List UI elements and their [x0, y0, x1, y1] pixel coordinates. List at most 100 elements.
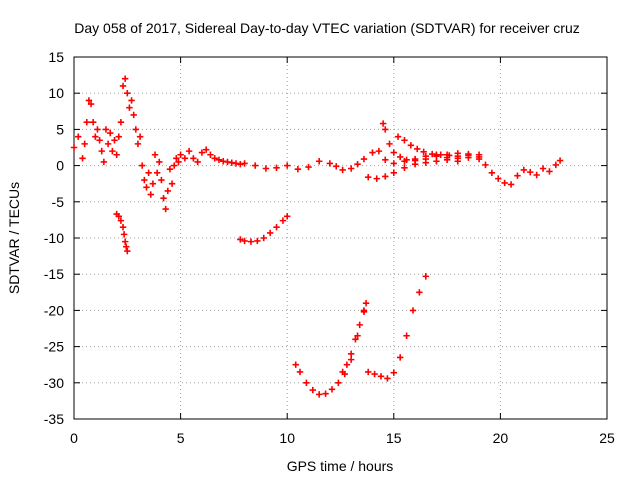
data-point — [85, 97, 93, 104]
data-point — [386, 140, 393, 148]
data-point — [83, 118, 90, 126]
data-point — [546, 168, 553, 175]
data-point — [102, 126, 110, 133]
series-branch-upper — [379, 120, 483, 164]
y-tick-label: 0 — [56, 158, 64, 174]
data-point — [79, 155, 86, 162]
data-point — [207, 151, 214, 158]
data-point — [390, 160, 397, 167]
data-point — [403, 156, 410, 164]
data-point — [396, 153, 404, 161]
data-point — [177, 151, 184, 158]
data-point — [190, 155, 197, 162]
data-point — [315, 391, 323, 398]
data-point — [158, 176, 165, 184]
data-point — [390, 369, 397, 376]
data-point — [124, 247, 131, 255]
data-point — [488, 169, 496, 177]
data-point — [262, 165, 270, 172]
data-point — [120, 231, 128, 238]
series-arc-rise — [339, 299, 370, 376]
data-point — [401, 137, 408, 144]
data-point — [115, 133, 122, 140]
data-point — [362, 299, 370, 307]
data-point — [194, 158, 201, 166]
data-point — [354, 332, 361, 339]
data-point — [305, 163, 312, 171]
data-point — [104, 140, 112, 148]
series-branch-lower — [365, 153, 483, 182]
data-point — [326, 160, 334, 167]
y-axis-title: SDTVAR / TECUs — [6, 182, 22, 294]
data-point — [527, 168, 534, 176]
data-point — [495, 175, 502, 182]
data-point — [315, 158, 323, 165]
data-point — [260, 234, 267, 242]
data-point — [422, 273, 429, 280]
data-point — [92, 133, 99, 140]
data-point — [273, 164, 280, 171]
data-point — [369, 149, 376, 156]
data-point — [514, 172, 521, 179]
data-point — [533, 171, 540, 179]
data-point — [475, 151, 483, 158]
data-point — [185, 147, 193, 155]
data-point — [501, 179, 508, 187]
y-tick-label: -35 — [44, 411, 64, 427]
data-point — [70, 144, 78, 151]
x-tick-label: 25 — [599, 430, 615, 446]
x-tick-label: 10 — [279, 430, 295, 446]
series-cluster-low — [113, 210, 131, 255]
data-point — [126, 104, 133, 111]
data-point — [143, 184, 150, 191]
data-point — [407, 142, 415, 149]
data-point — [507, 181, 515, 188]
data-point — [294, 166, 302, 173]
chart-title: Day 058 of 2017, Sidereal Day-to-day VTE… — [74, 20, 580, 36]
y-tick-label: 5 — [56, 121, 64, 137]
data-point — [422, 155, 429, 163]
data-point — [292, 361, 299, 368]
data-point — [401, 164, 408, 171]
data-point — [117, 217, 125, 224]
data-point — [164, 187, 172, 195]
data-layer — [70, 75, 564, 398]
data-point — [377, 373, 385, 380]
data-point — [94, 126, 101, 133]
y-tick-label: -5 — [52, 194, 65, 210]
grid-layer — [74, 57, 607, 419]
data-point — [296, 368, 304, 376]
data-point — [132, 126, 140, 133]
data-point — [373, 175, 380, 182]
data-point — [343, 361, 351, 368]
y-tick-label: -30 — [44, 375, 64, 391]
data-point — [123, 243, 130, 250]
data-point — [396, 354, 404, 361]
data-point — [309, 386, 316, 394]
data-point — [328, 386, 336, 393]
data-point — [279, 217, 287, 224]
data-point — [375, 147, 383, 155]
data-point — [96, 137, 103, 144]
data-point — [149, 180, 157, 187]
data-point — [162, 205, 169, 213]
data-point — [416, 289, 423, 296]
data-point — [446, 152, 453, 159]
data-point — [384, 375, 391, 382]
data-point — [117, 118, 125, 126]
data-point — [335, 379, 342, 386]
data-point — [75, 133, 82, 140]
data-point — [151, 151, 159, 158]
data-point — [100, 158, 108, 166]
series-branch-mid — [394, 133, 461, 160]
data-point — [322, 390, 329, 397]
data-point — [339, 166, 346, 174]
data-point — [202, 146, 210, 153]
y-tick-label: 15 — [48, 49, 64, 65]
data-point — [145, 169, 152, 177]
data-point — [347, 165, 355, 172]
data-point — [420, 148, 427, 156]
data-point — [365, 368, 372, 376]
data-point — [175, 158, 182, 166]
